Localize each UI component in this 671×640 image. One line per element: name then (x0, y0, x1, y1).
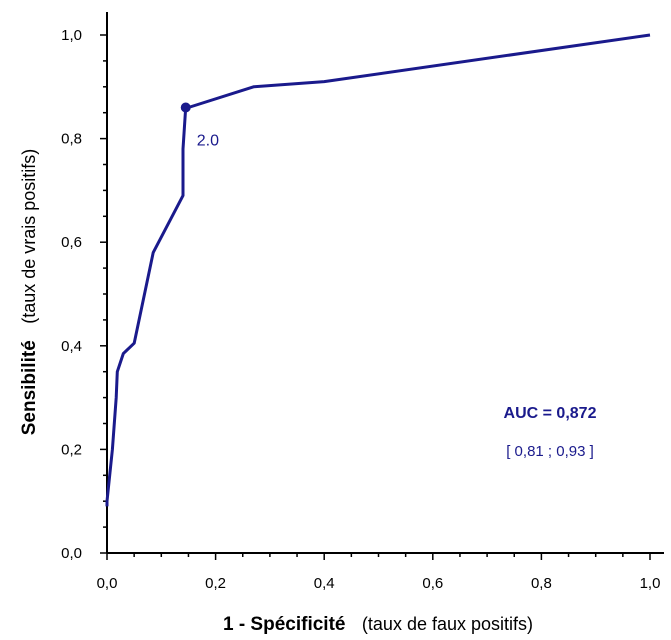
x-tick-label: 1,0 (640, 575, 661, 592)
tick-labels: 0,0 0,2 0,4 0,6 0,8 1,0 0,0 0,2 0,4 0,6 0,8 1,0 (61, 27, 660, 592)
y-axis-title-sub: (taux de vrais positifs) (19, 149, 39, 324)
y-tick-label: 0,4 (61, 338, 82, 355)
axes (106, 12, 664, 554)
x-axis-title: 1 - Spécificité (taux de faux positifs) (223, 614, 533, 635)
y-tick-label: 0,2 (61, 441, 82, 458)
y-tick-label: 0,8 (61, 131, 82, 148)
y-axis-title-main: Sensibilité (19, 340, 40, 435)
y-tick-label: 0,0 (61, 545, 82, 562)
x-tick-label: 0,0 (97, 575, 118, 592)
x-tick-label: 0,8 (531, 575, 552, 592)
x-tick-label: 0,4 (314, 575, 335, 592)
auc-label: AUC = 0,872 (504, 405, 597, 422)
x-tick-label: 0,6 (422, 575, 443, 592)
threshold-label: 2.0 (197, 133, 219, 150)
threshold-point (180, 102, 191, 113)
y-tick-label: 1,0 (61, 27, 82, 44)
x-axis-title-sub: (taux de faux positifs) (362, 614, 533, 634)
x-axis-title-main: 1 - Spécificité (223, 614, 346, 635)
y-tick-label: 0,6 (61, 234, 82, 251)
ticks (100, 34, 651, 560)
roc-curve (105, 33, 651, 507)
ci-label: [ 0,81 ; 0,93 ] (506, 443, 594, 460)
x-tick-label: 0,2 (205, 575, 226, 592)
y-axis-title: Sensibilité (taux de vrais positifs) (19, 149, 40, 436)
